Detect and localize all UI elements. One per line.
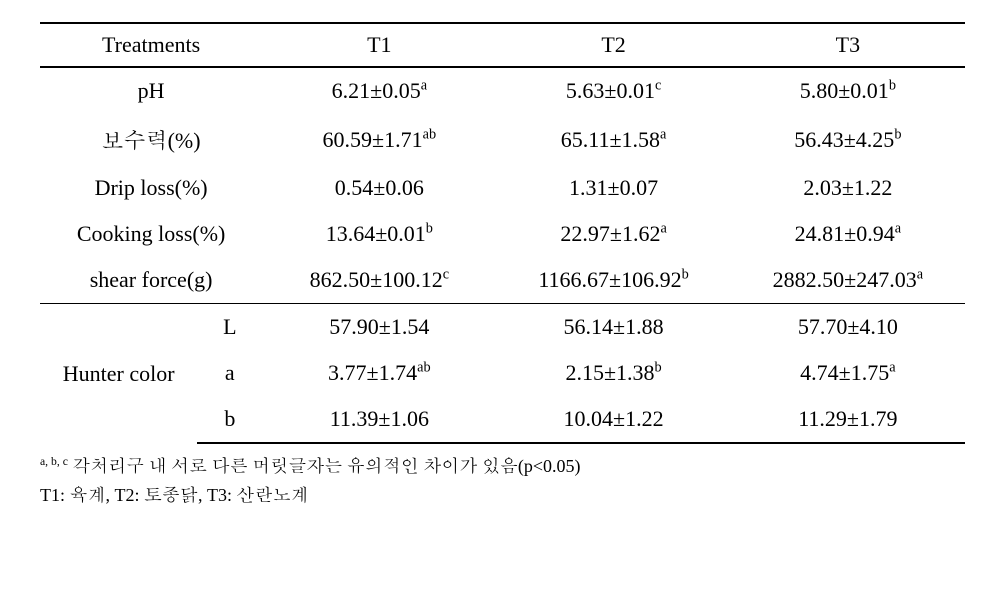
row-label: Cooking loss(%): [40, 211, 262, 257]
cell-value: 2.03±1.22: [731, 165, 965, 211]
cell-value: 4.74±1.75a: [731, 350, 965, 396]
cell-value: 5.63±0.01c: [496, 68, 730, 115]
table-row: 보수력(%) 60.59±1.71ab 65.11±1.58a 56.43±4.…: [40, 114, 965, 165]
row-sublabel: a: [197, 350, 262, 396]
footnote-sup: a, b, c: [40, 455, 68, 468]
table-row: Drip loss(%) 0.54±0.06 1.31±0.07 2.03±1.…: [40, 165, 965, 211]
col-header-t1: T1: [262, 23, 496, 67]
cell-value: 1.31±0.07: [496, 165, 730, 211]
row-label: 보수력(%): [40, 114, 262, 165]
cell-value: 56.14±1.88: [496, 304, 730, 351]
cell-value: 5.80±0.01b: [731, 68, 965, 115]
col-header-t3: T3: [731, 23, 965, 67]
cell-value: 57.90±1.54: [262, 304, 496, 351]
row-label: shear force(g): [40, 257, 262, 304]
table-row: pH 6.21±0.05a 5.63±0.01c 5.80±0.01b: [40, 68, 965, 115]
cell-value: 22.97±1.62a: [496, 211, 730, 257]
data-table: Treatments T1 T2 T3 pH 6.21±0.05a 5.63±0…: [40, 22, 965, 444]
table-row: Hunter color L 57.90±1.54 56.14±1.88 57.…: [40, 304, 965, 351]
table-row: Cooking loss(%) 13.64±0.01b 22.97±1.62a …: [40, 211, 965, 257]
row-label-hunter: Hunter color: [40, 304, 197, 444]
col-header-t2: T2: [496, 23, 730, 67]
footnote-line: a, b, c 각처리구 내 서로 다른 머릿글자는 유의적인 차이가 있음(p…: [40, 452, 965, 481]
cell-value: 2882.50±247.03a: [731, 257, 965, 304]
footnote-line: T1: 육계, T2: 토종닭, T3: 산란노계: [40, 481, 965, 510]
cell-value: 11.29±1.79: [731, 396, 965, 443]
row-label: pH: [40, 68, 262, 115]
cell-value: 65.11±1.58a: [496, 114, 730, 165]
cell-value: 60.59±1.71ab: [262, 114, 496, 165]
cell-value: 24.81±0.94a: [731, 211, 965, 257]
cell-value: 2.15±1.38b: [496, 350, 730, 396]
cell-value: 3.77±1.74ab: [262, 350, 496, 396]
row-sublabel: b: [197, 396, 262, 443]
row-label: Drip loss(%): [40, 165, 262, 211]
row-sublabel: L: [197, 304, 262, 351]
cell-value: 10.04±1.22: [496, 396, 730, 443]
footnotes: a, b, c 각처리구 내 서로 다른 머릿글자는 유의적인 차이가 있음(p…: [40, 452, 965, 510]
cell-value: 1166.67±106.92b: [496, 257, 730, 304]
footnote-text: 각처리구 내 서로 다른 머릿글자는 유의적인 차이가 있음(p<0.05): [68, 456, 581, 476]
cell-value: 11.39±1.06: [262, 396, 496, 443]
cell-value: 862.50±100.12c: [262, 257, 496, 304]
col-header-treatments: Treatments: [40, 23, 262, 67]
cell-value: 57.70±4.10: [731, 304, 965, 351]
cell-value: 13.64±0.01b: [262, 211, 496, 257]
cell-value: 56.43±4.25b: [731, 114, 965, 165]
cell-value: 0.54±0.06: [262, 165, 496, 211]
table-row: shear force(g) 862.50±100.12c 1166.67±10…: [40, 257, 965, 304]
cell-value: 6.21±0.05a: [262, 68, 496, 115]
